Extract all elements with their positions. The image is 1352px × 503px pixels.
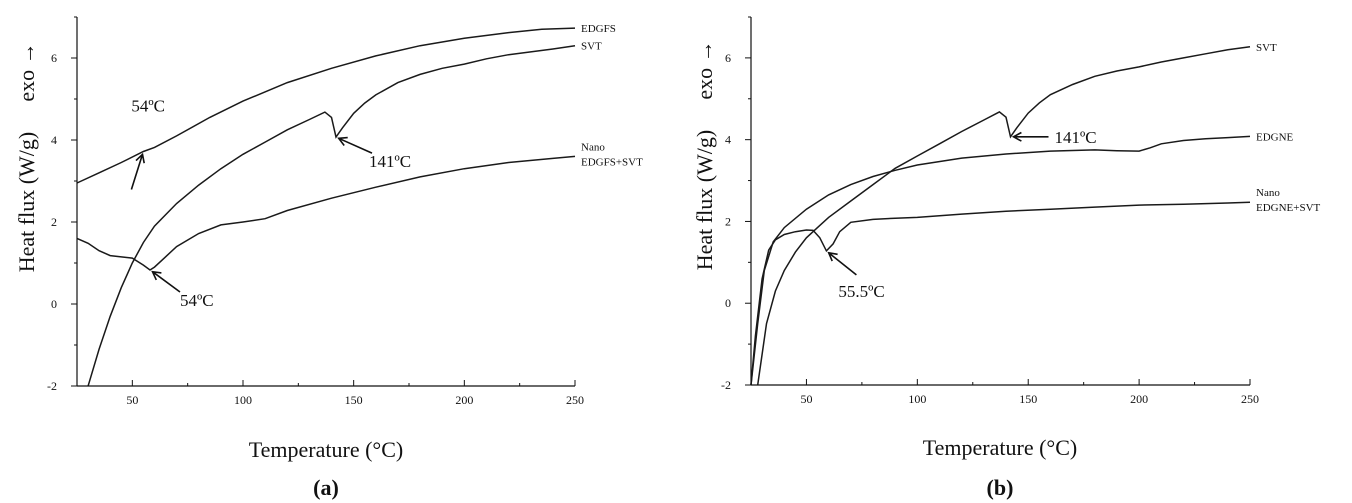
panel-a-exo-label: exo → [14,42,39,101]
panel-a-annotation-arrow [130,152,145,190]
panel-b-chart: 50 100 150 200 250 -2 0 2 4 6 SVT EDGNE Nano EDGNE+S… [692,16,1321,500]
panel-b-y-tick-label: -2 [721,378,731,392]
panel-b-x-tick-label: 100 [908,392,926,406]
panel-a-x-tick-label: 250 [566,393,584,407]
panel-b-y-axis-title: Heat flux (W/g) [692,130,717,271]
panel-b-x-tick-label: 150 [1019,392,1037,406]
panel-a-annotation-label: 54ºC [131,96,165,115]
panel-a-x-tick-label: 200 [455,393,473,407]
panel-b-y-tick-label: 4 [725,133,731,147]
panel-a-label: (a) [313,475,339,500]
panel-a-y-tick-label: 4 [51,133,57,147]
panel-a-y-axis-title: Heat flux (W/g) [14,132,39,273]
panel-b-annotation-label: 55.5ºC [838,282,884,301]
panel-b-series-label: SVT [1256,42,1277,54]
panel-b-annotation-arrow [827,251,857,276]
panel-b-y-tick-label: 0 [725,296,731,310]
panel-a-series-label: Nano EDGFS+SVT [581,141,643,168]
panel-a-annotation-label: 141ºC [369,152,411,171]
panel-a-y-tick-label: -2 [47,379,57,393]
panel-a-y-tick-label: 0 [51,297,57,311]
panel-a-series-label: EDGFS [581,23,616,35]
panel-b-annotation-arrow [1011,131,1049,142]
panel-a-x-tick-label: 150 [345,393,363,407]
panel-a-annotation-arrow [337,136,373,154]
panel-b-series-label: EDGNE [1256,131,1294,143]
panel-b-series-line [756,46,1251,386]
panel-a-annotation-label: 54ºC [180,291,214,310]
panel-a-x-axis-title: Temperature (°C) [249,437,403,462]
panel-a-series-label: SVT [581,41,602,53]
panel-b-y-tick-label: 2 [725,214,731,228]
panel-a-y-tick-label: 6 [51,51,57,65]
panel-a-series-line [76,155,576,271]
panel-a-chart: 50 100 150 200 250 -2 0 2 4 6 EDGFS SVT Nano EDGFS+S… [14,16,643,500]
panel-b-annotation-label: 141ºC [1054,128,1096,147]
panel-b-x-tick-label: 50 [800,392,812,406]
panel-b-exo-label: exo → [692,40,717,99]
panel-a-x-tick-label: 50 [126,393,138,407]
panel-b-series-line [750,201,1251,386]
panel-b-label: (b) [987,475,1014,500]
panel-a-x-tick-label: 100 [234,393,252,407]
panel-b-series-label: Nano EDGNE+SVT [1256,187,1321,214]
panel-b-y-tick-label: 6 [725,51,731,65]
panel-b-x-tick-label: 250 [1241,392,1259,406]
panel-b-x-tick-label: 200 [1130,392,1148,406]
panel-a-series-line [87,44,576,387]
panel-a-annotation-arrow [151,270,181,293]
panel-b-x-axis-title: Temperature (°C) [923,435,1077,460]
panel-a-y-tick-label: 2 [51,215,57,229]
panel-a-series-line [76,27,576,184]
panel-b-series-line [750,135,1251,386]
